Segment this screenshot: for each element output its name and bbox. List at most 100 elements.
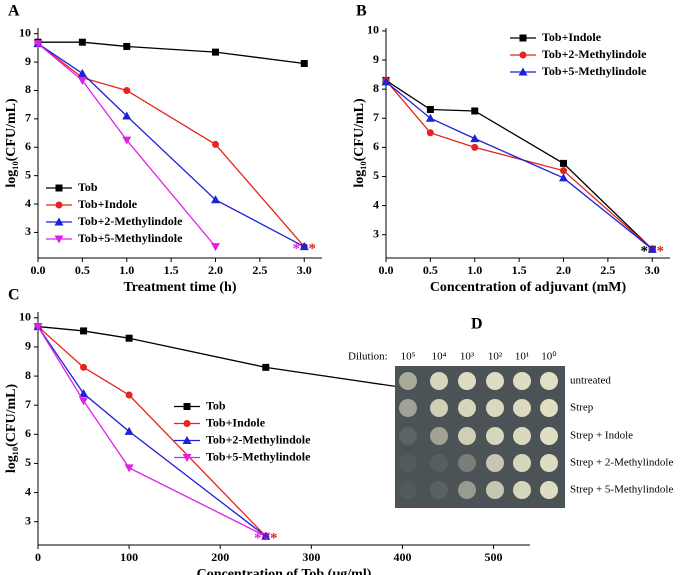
legend-marker [183, 403, 191, 410]
legend-label: Tob+Indole [206, 415, 266, 429]
series-line [385, 79, 653, 250]
colony-spot [430, 372, 448, 390]
data-point [125, 334, 133, 342]
row-label: untreated [570, 375, 611, 387]
legend-label: Tob+5-Methylindole [542, 64, 647, 78]
colony-spot [430, 454, 448, 472]
legend-marker [54, 217, 64, 226]
legend-marker [182, 454, 192, 462]
y-tick-label: 10 [19, 310, 31, 324]
legend-label: Tob+Indole [542, 30, 602, 44]
y-tick-label: 5 [25, 167, 31, 181]
legend-label: Tob+5-Methylindole [206, 449, 311, 463]
dilution: 10⁴ [432, 351, 447, 363]
dilution: 10¹ [515, 351, 529, 363]
colony-spot [513, 427, 531, 445]
y-tick-label: 6 [25, 139, 31, 153]
colony-spot [399, 399, 417, 417]
data-point [125, 391, 133, 399]
legend-marker [519, 34, 527, 42]
dilution: 10³ [460, 351, 475, 363]
data-point [78, 38, 86, 46]
data-point [426, 106, 434, 114]
data-point [211, 195, 220, 204]
x-tick-label: 3.0 [297, 263, 312, 277]
colony-spot [486, 372, 504, 390]
y-tick-label: 6 [373, 139, 379, 153]
data-point [300, 59, 308, 67]
annotation: * [641, 244, 649, 260]
data-point [426, 129, 434, 137]
legend-marker [55, 201, 63, 209]
legend-label: Tob+5-Methylindole [78, 231, 183, 245]
annotation: * [262, 531, 270, 547]
annotation: * [254, 531, 262, 547]
colony-spot [399, 454, 417, 472]
legend-label: Tob+2-Methylindole [206, 432, 311, 446]
legend-marker [54, 235, 64, 244]
x-tick-label: 3.0 [645, 263, 660, 277]
colony-spot [540, 399, 558, 417]
colony-spot [399, 372, 417, 390]
y-tick-label: 3 [25, 224, 31, 238]
row-label: Strep + 5-Methylindole [570, 484, 673, 496]
data-point [123, 86, 131, 94]
x-axis-label: Treatment time (h) [124, 280, 237, 295]
y-axis-label: log₁₀(CFU/mL) [4, 98, 19, 188]
data-point [33, 323, 43, 332]
x-tick-label: 1.5 [164, 263, 179, 277]
colony-spot [513, 454, 531, 472]
data-point [212, 140, 219, 148]
y-tick-label: 3 [25, 513, 31, 527]
x-tick-label: 0 [35, 550, 41, 564]
x-tick-label: 200 [211, 550, 229, 564]
data-point [211, 243, 220, 252]
data-point [77, 68, 87, 77]
x-tick-label: 1.0 [119, 263, 134, 277]
row-label: Strep + 2-Methylindole [570, 457, 673, 469]
panel-label: D [471, 316, 483, 333]
colony-spot [486, 399, 504, 417]
data-point [299, 242, 309, 251]
panel-label: C [8, 287, 20, 304]
colony-spot [430, 427, 448, 445]
y-tick-label: 9 [373, 52, 379, 66]
colony-spot [513, 372, 531, 390]
x-tick-label: 300 [302, 550, 320, 564]
data-point [33, 40, 43, 49]
legend-label: Tob+Indole [78, 197, 138, 211]
legend-marker [55, 184, 63, 192]
data-point [262, 363, 270, 371]
y-tick-label: 4 [373, 197, 379, 211]
y-tick-label: 5 [25, 455, 31, 469]
series-line [38, 41, 305, 65]
x-tick-label: 2.5 [600, 263, 615, 277]
series-line [37, 326, 267, 537]
panel-label: B [356, 3, 367, 20]
data-point [122, 136, 132, 145]
annotation: * [293, 241, 301, 257]
legend-marker [183, 420, 191, 428]
colony-spot [540, 372, 558, 390]
data-point [79, 389, 89, 398]
x-tick-label: 0.0 [379, 263, 394, 277]
colony-spot [399, 427, 417, 445]
y-tick-label: 8 [25, 82, 31, 96]
series-line [37, 326, 267, 537]
y-tick-label: 9 [25, 339, 31, 353]
x-axis-label: Concentration of Tob (μg/ml) [197, 567, 372, 575]
data-point [80, 363, 88, 371]
y-tick-label: 6 [25, 426, 31, 440]
data-point [560, 167, 567, 175]
colony-spot [399, 481, 417, 499]
y-tick-label: 4 [25, 484, 31, 498]
series-line [37, 43, 216, 248]
colony-spot [540, 427, 558, 445]
data-point [471, 107, 479, 115]
y-tick-label: 10 [19, 25, 31, 39]
annotation: * [309, 241, 317, 257]
annotation: * [649, 244, 657, 260]
colony-spot [430, 399, 448, 417]
data-point [261, 532, 271, 541]
x-tick-label: 0.5 [423, 263, 438, 277]
